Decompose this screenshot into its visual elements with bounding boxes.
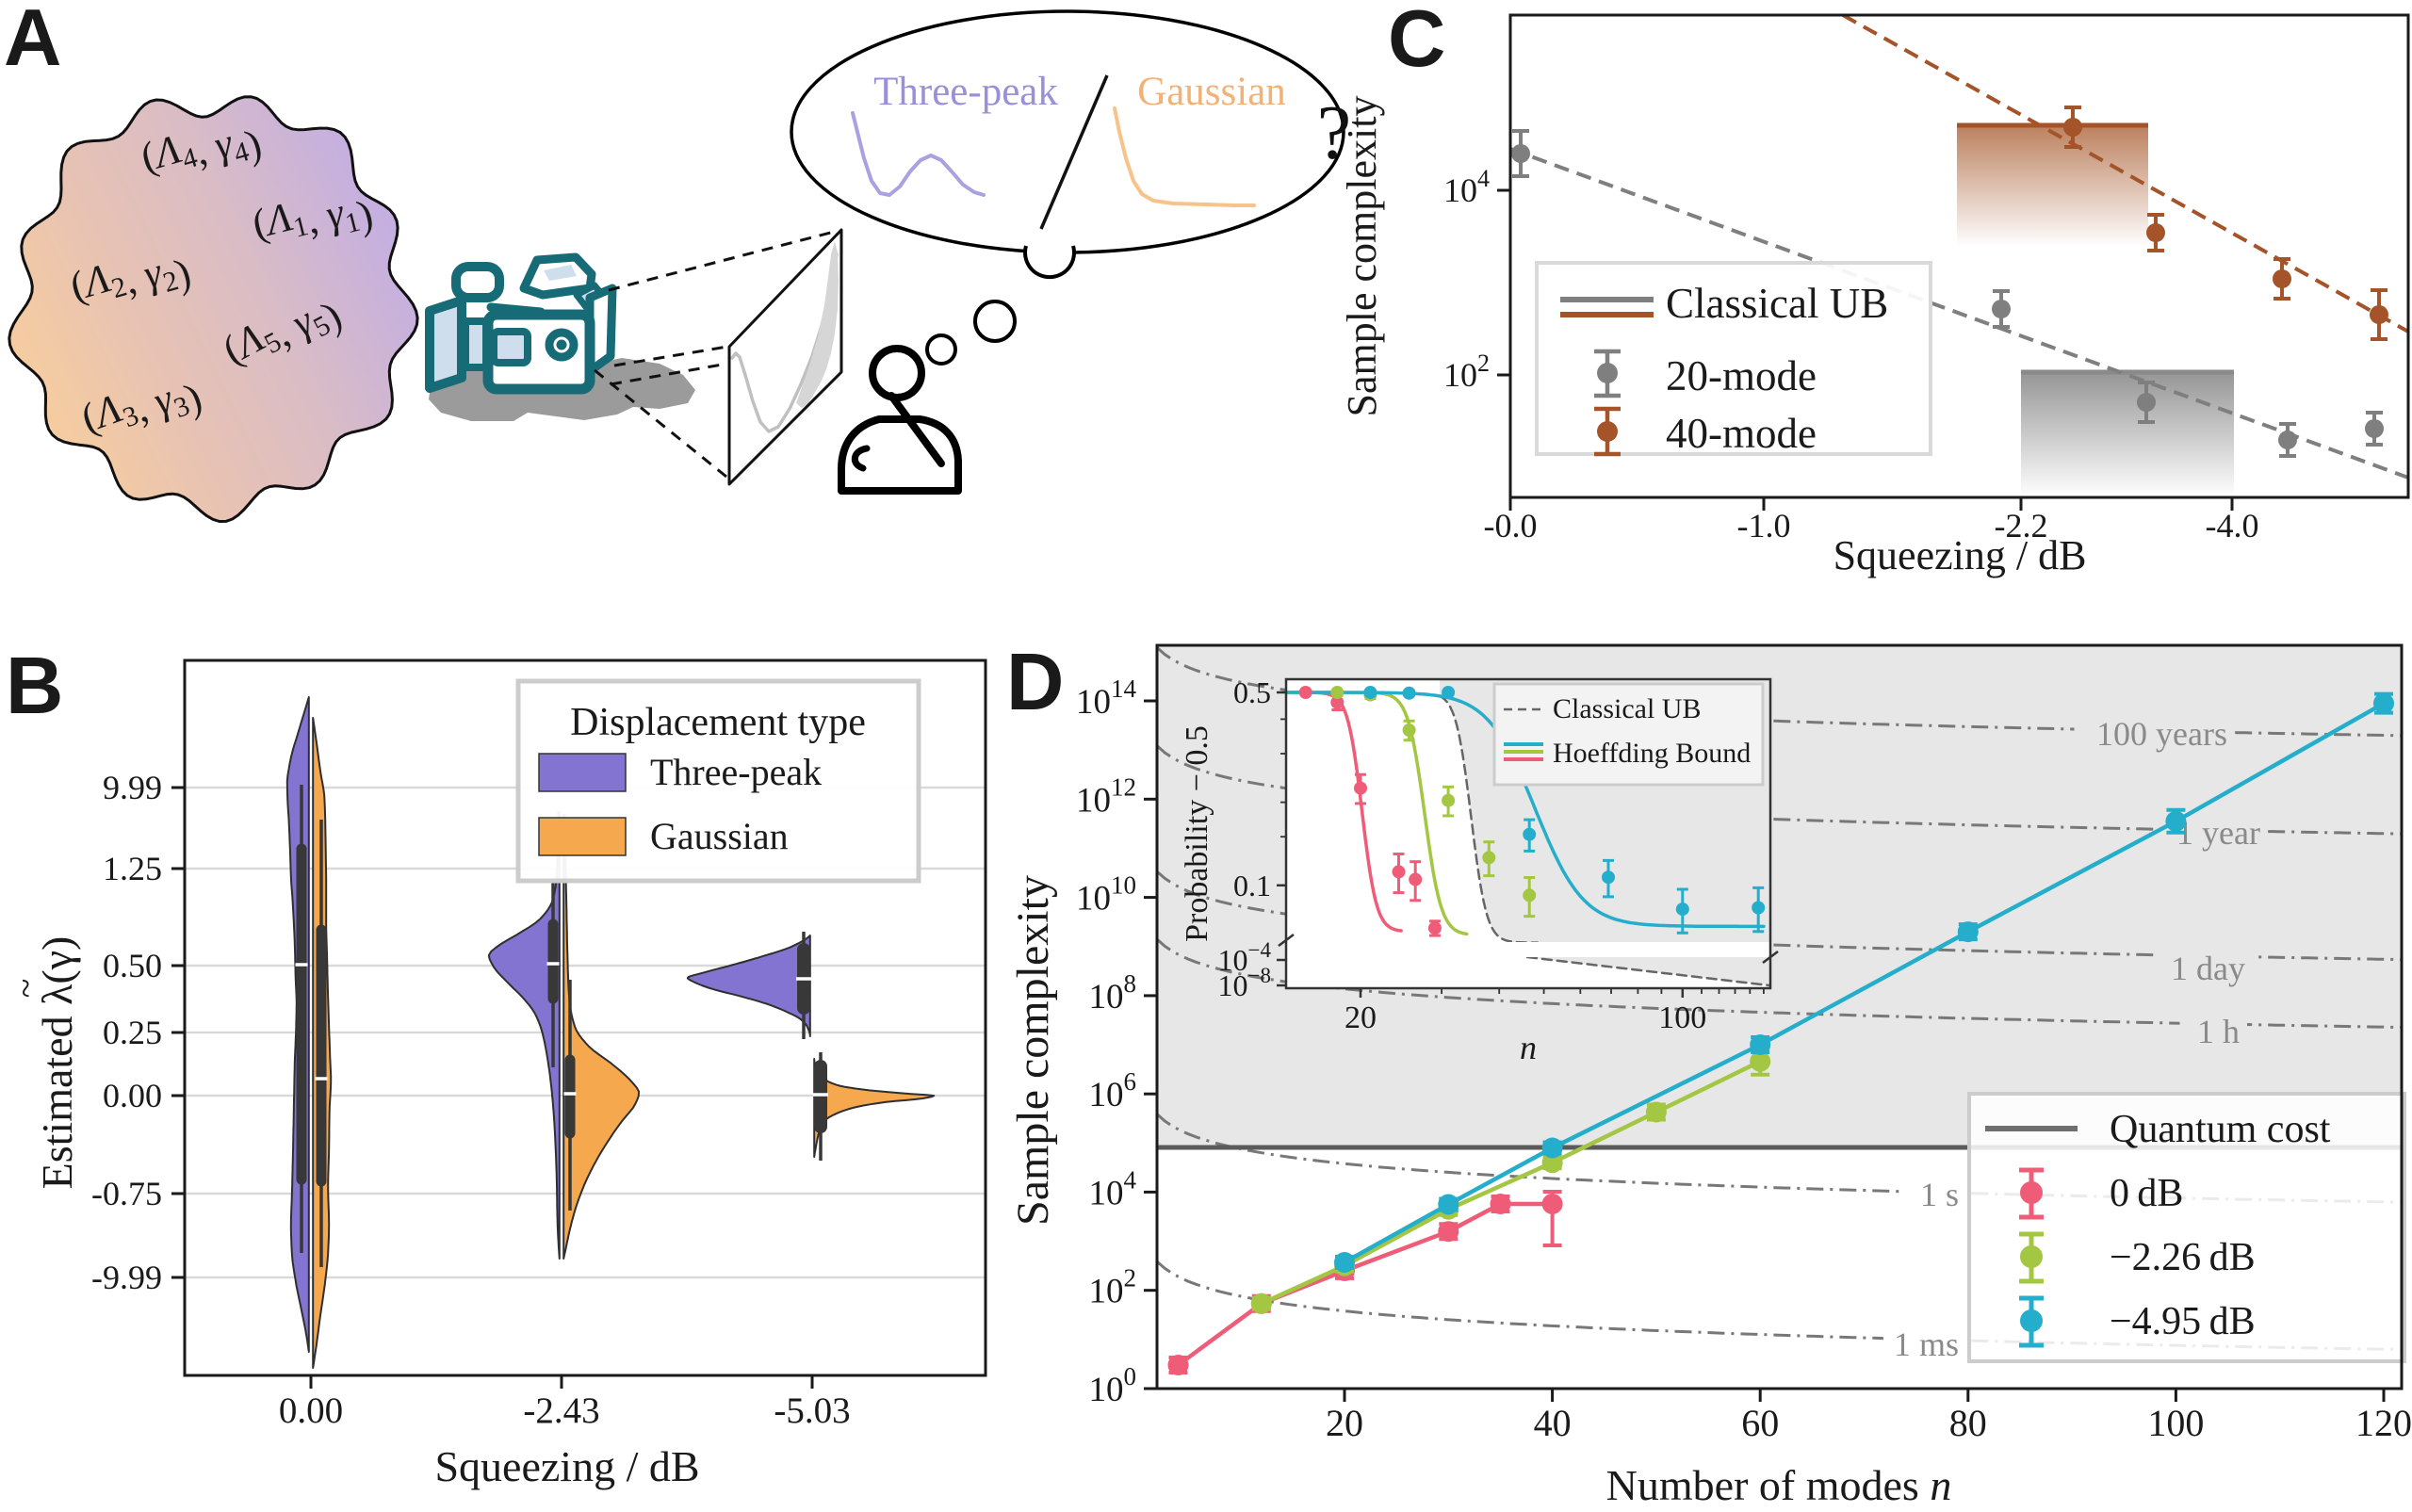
svg-text:A: A [4,0,61,83]
svg-text:20: 20 [1326,1402,1363,1444]
svg-text:n: n [1520,1029,1537,1066]
svg-text:20: 20 [1345,1000,1377,1035]
svg-text:Sample complexity: Sample complexity [1008,875,1058,1226]
svg-text:100 years: 100 years [2096,715,2227,753]
svg-text:40: 40 [1534,1402,1572,1444]
svg-text:Sample complexity: Sample complexity [1339,96,1385,417]
svg-text:-5.03: -5.03 [774,1390,850,1431]
svg-text:-2.2: -2.2 [1995,507,2048,545]
svg-text:Classical UB: Classical UB [1666,280,1888,327]
svg-text:Gaussian: Gaussian [1137,70,1286,114]
svg-text:Probability − 0.5: Probability − 0.5 [1180,725,1214,942]
svg-text:Three-peak: Three-peak [650,751,822,793]
svg-text:Quantum cost: Quantum cost [2110,1108,2331,1151]
svg-text:0 dB: 0 dB [2110,1172,2183,1215]
svg-text:-9.99: -9.99 [91,1259,162,1296]
svg-text:80: 80 [1949,1402,1987,1444]
svg-text:~: ~ [7,979,46,999]
svg-text:Squeezing / dB: Squeezing / dB [1833,532,2087,578]
svg-text:-1.0: -1.0 [1737,507,1791,545]
svg-text:Displacement type: Displacement type [570,701,866,744]
svg-text:1 year: 1 year [2176,814,2260,852]
svg-text:20-mode: 20-mode [1666,352,1817,399]
svg-text:Squeezing / dB: Squeezing / dB [434,1442,699,1490]
svg-text:100: 100 [2147,1402,2204,1444]
svg-text:0.25: 0.25 [103,1014,162,1051]
svg-text:1.25: 1.25 [103,850,162,887]
svg-text:9.99: 9.99 [103,769,162,806]
svg-text:0.00: 0.00 [279,1390,343,1431]
svg-text:?: ? [1317,89,1351,175]
svg-text:0.00: 0.00 [103,1077,162,1114]
svg-text:120: 120 [2355,1402,2412,1444]
svg-text:0.1: 0.1 [1233,869,1271,902]
svg-text:B: B [6,642,63,731]
svg-text:0.50: 0.50 [103,947,162,984]
svg-text:D: D [1006,638,1064,727]
svg-text:1 s: 1 s [1920,1176,1959,1213]
svg-text:0.5: 0.5 [1233,675,1271,709]
svg-text:102: 102 [1443,350,1490,394]
svg-text:Number of modes n: Number of modes n [1606,1461,1952,1509]
svg-text:−4.95 dB: −4.95 dB [2110,1300,2256,1343]
svg-text:104: 104 [1443,165,1490,209]
svg-text:1 h: 1 h [2197,1013,2240,1050]
svg-text:40-mode: 40-mode [1666,410,1817,457]
svg-text:C: C [1388,0,1445,84]
svg-text:60: 60 [1741,1402,1779,1444]
svg-text:-2.43: -2.43 [523,1390,599,1431]
svg-text:100: 100 [1658,1000,1706,1035]
svg-text:Gaussian: Gaussian [650,815,789,857]
svg-text:−2.26 dB: −2.26 dB [2110,1236,2256,1279]
svg-text:1 ms: 1 ms [1894,1325,1959,1363]
svg-text:Hoeffding Bound: Hoeffding Bound [1553,738,1751,769]
svg-text:-4.0: -4.0 [2206,507,2259,545]
svg-text:Classical UB: Classical UB [1553,693,1702,724]
svg-text:Estimated λ(γ): Estimated λ(γ) [33,936,81,1190]
svg-text:1 day: 1 day [2171,950,2245,987]
svg-text:Three-peak: Three-peak [873,70,1058,114]
svg-text:-0.75: -0.75 [91,1175,162,1212]
svg-text:-0.0: -0.0 [1484,507,1538,545]
